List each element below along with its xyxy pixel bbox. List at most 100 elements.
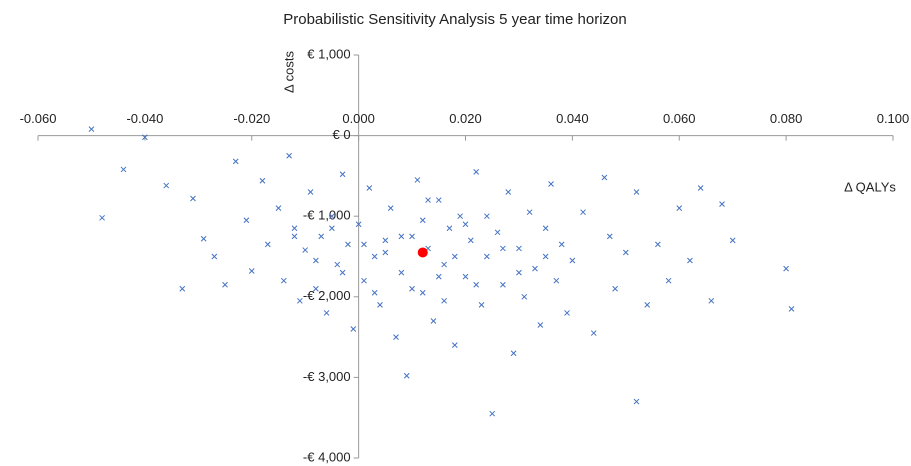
y-tick-label: -€ 3,000 (303, 369, 351, 384)
scatter-point (323, 310, 330, 316)
scatter-point (451, 342, 458, 349)
scatter-point (665, 277, 672, 284)
scatter-point (211, 253, 218, 260)
scatter-point (264, 241, 271, 248)
scatter-point (478, 302, 485, 308)
scatter-point (542, 253, 549, 260)
scatter-point (462, 221, 469, 228)
scatter-point (163, 182, 170, 189)
scatter-point (526, 209, 533, 216)
scatter-point (88, 126, 95, 133)
scatter-point (441, 297, 447, 304)
scatter-point (425, 197, 431, 203)
scatter-point (521, 293, 528, 300)
scatter-point (419, 289, 426, 296)
x-tick-label: 0.100 (877, 111, 910, 126)
scatter-point (708, 297, 715, 304)
scatter-point (542, 225, 549, 232)
scatter-point (248, 268, 255, 274)
scatter-point (232, 158, 239, 165)
scatter-point (676, 205, 683, 211)
y-tick-label: € 0 (333, 127, 351, 142)
scatter-point (414, 177, 421, 183)
scatter-point (548, 181, 554, 187)
scatter-point (361, 277, 367, 284)
scatter-point (409, 285, 415, 292)
scatter-point (505, 189, 512, 195)
scatter-point (697, 185, 704, 191)
y-tick-label: € 1,000 (307, 46, 350, 61)
scatter-point (462, 273, 469, 280)
scatter-point (334, 261, 341, 268)
x-tick-label: -0.060 (20, 111, 57, 126)
scatter-point (516, 245, 522, 252)
scatter-point (393, 334, 399, 340)
scatter-point (441, 261, 447, 268)
scatter-point (403, 372, 410, 379)
scatter-point (398, 269, 405, 276)
scatter-point (296, 297, 303, 304)
y-tick-label: -€ 1,000 (303, 208, 351, 223)
scatter-point (446, 225, 453, 232)
x-tick-label: 0.060 (663, 111, 696, 126)
scatter-point (537, 322, 544, 328)
scatter-point (633, 398, 640, 405)
mean-point (417, 247, 428, 258)
scatter-point (467, 237, 474, 244)
scatter-point (580, 209, 586, 216)
scatter-point (783, 265, 789, 272)
scatter-point (291, 233, 298, 240)
scatter-point (419, 217, 426, 224)
scatter-point (371, 289, 378, 296)
scatter-point (655, 241, 661, 248)
scatter-point (313, 257, 319, 264)
scatter-point (339, 171, 346, 178)
y-tick-label: -€ 2,000 (303, 288, 351, 303)
scatter-point (644, 302, 651, 308)
x-tick-label: 0.020 (449, 111, 482, 126)
scatter-point (687, 257, 693, 264)
scatter-point (601, 174, 608, 181)
scatter-point (200, 235, 207, 242)
y-tick-label: -€ 4,000 (303, 449, 351, 464)
scatter-point (382, 237, 389, 244)
scatter-point (339, 269, 346, 276)
chart-title: Probabilistic Sensitivity Analysis 5 yea… (283, 11, 626, 28)
scatter-point (473, 281, 480, 288)
scatter-point (361, 241, 367, 248)
scatter-point (142, 134, 148, 141)
scatter-point (484, 253, 490, 260)
scatter-point (243, 217, 250, 224)
scatter-point (387, 205, 394, 211)
scatter-point (473, 169, 480, 175)
scatter-point (590, 330, 597, 336)
x-axis-label: Δ QALYs (844, 179, 896, 194)
scatter-point (286, 152, 293, 159)
scatter-point (120, 166, 127, 173)
scatter-point (553, 277, 560, 284)
scatter-point (409, 233, 415, 240)
scatter-point (190, 195, 196, 202)
scatter-point (345, 241, 351, 248)
scatter-point (302, 247, 309, 253)
scatter-point (516, 269, 522, 276)
scatter-point (398, 233, 405, 240)
scatter-point (451, 253, 458, 260)
scatter-point (371, 253, 378, 260)
scatter-point (633, 189, 640, 195)
x-tick-label: -0.020 (233, 111, 270, 126)
scatter-point (484, 213, 490, 220)
scatter-point (510, 350, 517, 357)
scatter-point (500, 245, 506, 252)
scatter-point (606, 233, 613, 240)
scatter-point (259, 177, 266, 184)
scatter-point (612, 285, 618, 292)
x-tick-label: 0.040 (556, 111, 589, 126)
scatter-point (494, 229, 501, 236)
scatter-point (377, 302, 383, 308)
scatter-point (719, 201, 725, 207)
x-tick-label: -0.040 (126, 111, 163, 126)
scatter-point (313, 285, 319, 292)
scatter-point (280, 277, 287, 284)
